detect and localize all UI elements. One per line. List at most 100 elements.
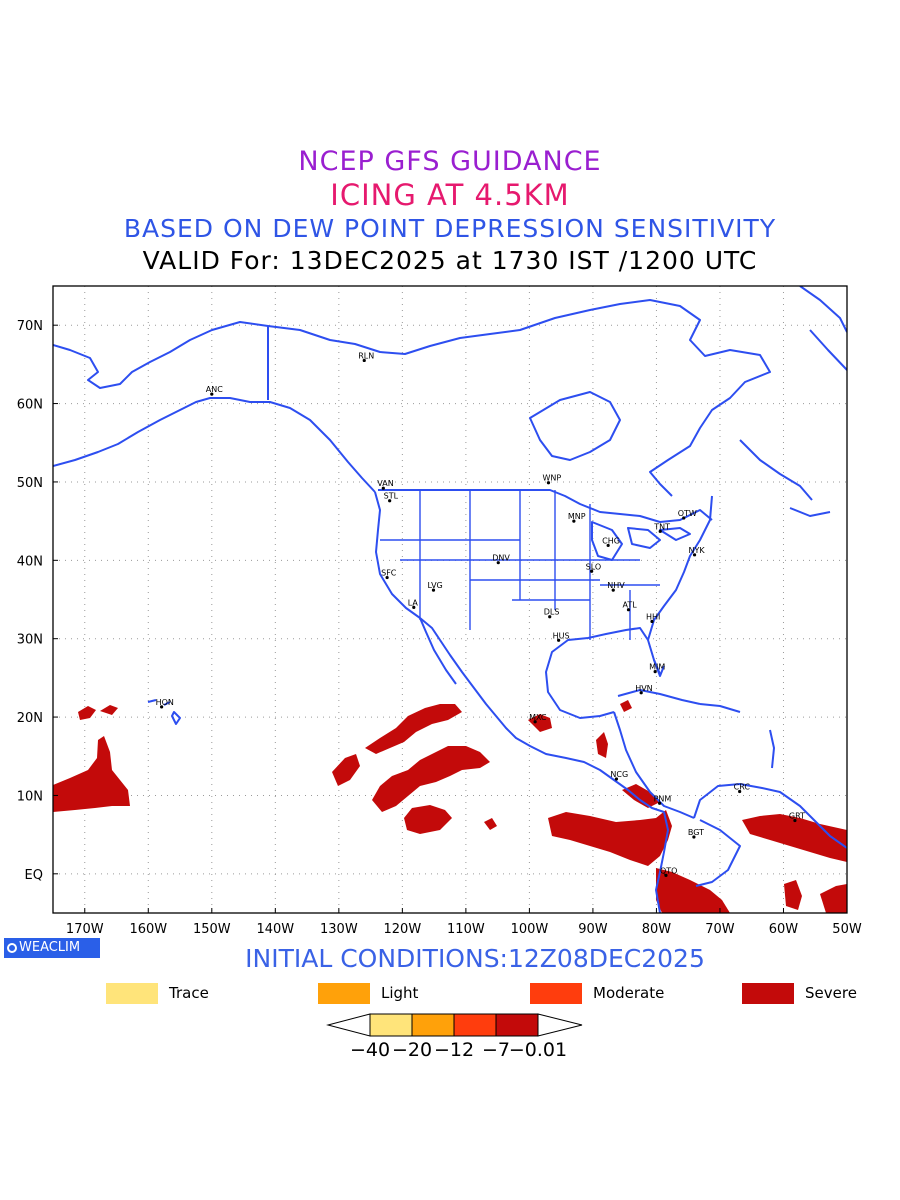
city-label-ncg: NCG <box>610 770 628 779</box>
city-label-hhi: HHI <box>646 612 660 621</box>
icing-area-east-pacific-band <box>365 704 462 754</box>
tick-label-lon: 80W <box>642 922 672 937</box>
tick-label-lon: 150W <box>193 922 231 937</box>
city-marker <box>793 818 797 823</box>
weaclim-logo-text: WEACLIM <box>19 940 81 955</box>
coastlines-and-borders <box>53 286 847 913</box>
city-label-qto: QTO <box>660 866 677 875</box>
city-label-crc: CRC <box>734 783 751 792</box>
tick-label-lon: 110W <box>447 922 485 937</box>
city-marker <box>557 638 561 642</box>
title-product: ICING AT 4.5KM <box>330 178 570 212</box>
weaclim-logo: WEACLIM <box>4 938 100 958</box>
city-label-sfc: SFC <box>381 569 397 578</box>
colorbar-segment <box>411 1013 455 1037</box>
colorbar-left-arrow <box>326 1013 371 1037</box>
tick-label-lat: 30N <box>17 633 43 648</box>
icing-area-hawaii-small <box>100 705 118 715</box>
city-marker <box>412 605 416 609</box>
colorbar-segment <box>453 1013 497 1037</box>
city-marker <box>160 705 164 709</box>
city-marker <box>626 608 631 612</box>
tick-label-lat: 40N <box>17 554 43 569</box>
city-label-hus: HUS <box>553 631 570 640</box>
legend-swatch-trace <box>106 983 158 1004</box>
city-marker <box>606 543 610 548</box>
colorbar-label: −12 <box>434 1039 474 1061</box>
city-label-mnp: MNP <box>568 512 586 521</box>
tick-label-lat: 50N <box>17 476 43 491</box>
city-marker <box>533 720 537 724</box>
city-labels: RLN ANC VAN STL WNP MNP OTW TNT CHG NYK DNV SFC SLO L… <box>156 351 805 877</box>
city-label-hon: HON <box>156 698 174 707</box>
city-label-chg: CHG <box>602 536 620 545</box>
colorbar-right-arrow <box>537 1013 583 1037</box>
city-marker <box>614 777 619 781</box>
city-label-grt: GRT <box>789 812 805 821</box>
colorbar-label: −40 <box>350 1039 390 1061</box>
city-label-rln: RLN <box>358 351 374 360</box>
icing-area-ecuador <box>656 868 730 913</box>
city-marker <box>692 553 697 557</box>
city-label-otw: OTW <box>678 509 697 518</box>
city-marker <box>682 516 686 520</box>
colorbar-label: −20 <box>392 1039 432 1061</box>
city-marker <box>639 691 643 695</box>
city-label-mxc: MXC <box>529 713 547 722</box>
city-marker <box>650 619 654 624</box>
icing-area-east-pacific-north <box>332 754 360 786</box>
icing-area-caribbean-small <box>620 700 632 712</box>
colorbar-label: −0.01 <box>509 1039 567 1061</box>
tick-label-lon: 100W <box>511 922 549 937</box>
tick-label-lat: 70N <box>17 319 43 334</box>
tick-label-lon: 70W <box>705 922 735 937</box>
icing-areas <box>53 700 847 913</box>
title-method: BASED ON DEW POINT DEPRESSION SENSITIVIT… <box>123 214 777 243</box>
city-marker <box>658 529 662 533</box>
city-marker <box>385 575 389 580</box>
city-marker <box>496 561 500 565</box>
tick-label-lon: 170W <box>66 922 104 937</box>
icing-area-small-1 <box>484 818 497 830</box>
city-marker <box>692 835 696 839</box>
colorbar-label: −7 <box>482 1039 510 1061</box>
city-label-dls: DLS <box>544 608 560 617</box>
tick-label-lat: 60N <box>17 398 43 413</box>
tick-label-lat: EQ <box>25 868 43 883</box>
city-marker <box>590 569 594 573</box>
tick-label-lon: 160W <box>129 922 167 937</box>
city-marker <box>658 801 662 805</box>
title-valid-time: VALID For: 13DEC2025 at 1730 IST /1200 U… <box>142 246 758 275</box>
city-marker <box>738 789 742 794</box>
title-model: NCEP GFS GUIDANCE <box>298 146 602 177</box>
initial-conditions: INITIAL CONDITIONS:12Z08DEC2025 <box>245 944 705 973</box>
tick-label-lon: 90W <box>578 922 608 937</box>
icing-area-east-pacific-main <box>372 746 490 812</box>
tick-label-lon: 130W <box>320 922 358 937</box>
legend-label-moderate: Moderate <box>593 984 665 1002</box>
tick-label-lat: 20N <box>17 711 43 726</box>
city-marker <box>653 670 657 674</box>
city-label-la: LA <box>408 598 419 607</box>
city-label-lvg: LVG <box>427 581 442 590</box>
city-marker <box>381 486 385 490</box>
city-label-mim: MIM <box>649 663 665 672</box>
tick-label-lat: 10N <box>17 789 43 804</box>
icing-area-guiana-south <box>784 880 802 910</box>
city-marker <box>546 481 551 485</box>
tick-label-lon: 140W <box>256 922 294 937</box>
legend-swatch-moderate <box>530 983 582 1004</box>
city-label-bgt: BGT <box>688 828 704 837</box>
city-label-anc: ANC <box>206 385 223 394</box>
city-marker <box>388 499 392 503</box>
city-label-stl: STL <box>384 492 399 501</box>
icing-area-costa-rica <box>622 784 660 808</box>
city-label-atl: ATL <box>622 601 637 610</box>
city-marker <box>210 392 214 396</box>
legend-label-severe: Severe <box>805 984 857 1002</box>
colorbar: −40 −20 −12 −7−0.01 <box>326 1013 583 1061</box>
city-marker <box>548 615 552 619</box>
city-label-nhv: NHV <box>607 581 625 590</box>
city-marker <box>611 588 615 592</box>
